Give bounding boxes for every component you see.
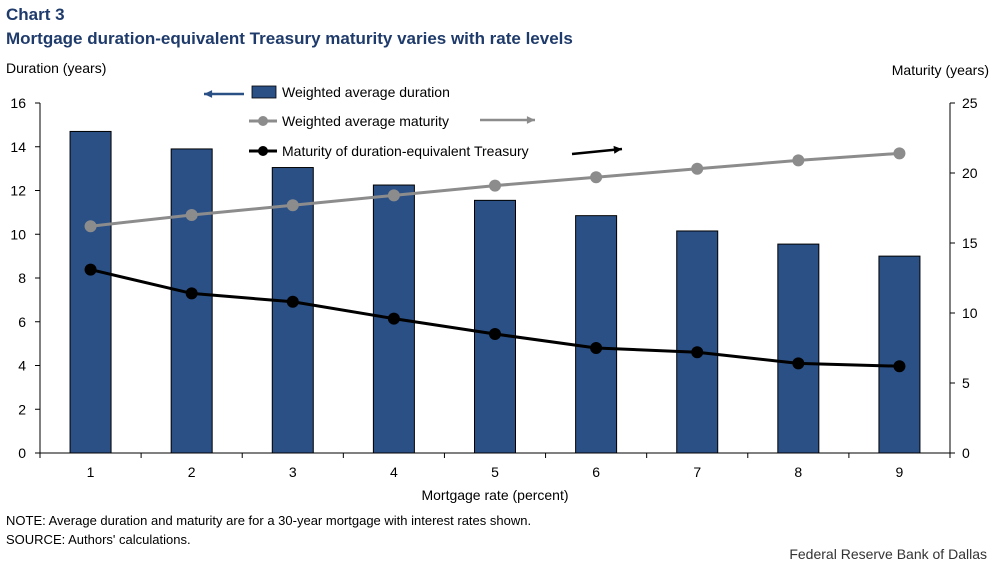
bar — [575, 215, 618, 454]
weighted-average-maturity-point — [387, 189, 400, 202]
duration-equivalent-treasury-point — [489, 328, 501, 340]
y-left-tick-label: 8 — [18, 270, 26, 286]
x-tick-label: 3 — [289, 464, 297, 480]
y-right-tick-label: 20 — [962, 165, 978, 181]
duration-equivalent-treasury-point — [286, 295, 299, 308]
legend-label-maturity: Weighted average maturity — [282, 113, 449, 129]
weighted-average-maturity-point — [185, 209, 198, 221]
y-right-tick-label: 5 — [962, 375, 970, 391]
weighted-average-maturity-point — [286, 199, 299, 212]
chart-title: Mortgage duration-equivalent Treasury ma… — [6, 29, 573, 48]
duration-equivalent-treasury-point — [185, 287, 198, 300]
y-left-tick-label: 0 — [18, 445, 26, 461]
x-tick-label: 2 — [188, 464, 196, 480]
duration-equivalent-treasury-point — [893, 360, 906, 373]
legend-label-duration: Weighted average duration — [282, 84, 450, 100]
y-right-tick-label: 10 — [962, 305, 978, 321]
bar — [474, 199, 516, 454]
chart-source: SOURCE: Authors' calculations. — [6, 532, 191, 547]
legend-maturity-swatch-dot — [258, 116, 268, 126]
y-right-tick-label: 25 — [962, 95, 978, 111]
legend-label-treasury: Maturity of duration-equivalent Treasury — [282, 143, 529, 159]
y-left-tick-label: 14 — [10, 139, 26, 155]
x-axis-label: Mortgage rate (percent) — [421, 487, 568, 503]
duration-equivalent-treasury-point — [590, 342, 603, 354]
legend-treasury-arrow-head — [613, 145, 622, 154]
x-tick-label: 7 — [693, 464, 701, 480]
bar — [271, 167, 314, 454]
bar — [170, 148, 213, 454]
y-left-tick-label: 12 — [10, 183, 26, 199]
y-axis-right-label: Maturity (years) — [891, 62, 989, 78]
weighted-average-maturity-point — [84, 220, 97, 233]
x-tick-label: 6 — [592, 464, 600, 480]
chart-note: NOTE: Average duration and maturity are … — [6, 513, 532, 528]
weighted-average-maturity-point — [489, 179, 501, 192]
x-tick-label: 9 — [896, 464, 904, 480]
y-right-tick-label: 0 — [962, 445, 970, 461]
bar — [878, 255, 921, 454]
y-left-tick-label: 2 — [18, 401, 26, 417]
bar — [69, 130, 112, 454]
duration-equivalent-treasury-point — [387, 312, 400, 325]
legend-treasury-swatch-dot — [258, 146, 268, 156]
legend-duration-arrow-head — [204, 90, 213, 98]
y-left-tick-label: 16 — [10, 95, 26, 111]
x-tick-label: 1 — [87, 464, 95, 480]
duration-equivalent-treasury-point — [792, 357, 805, 370]
x-tick-label: 5 — [491, 464, 499, 480]
duration-equivalent-treasury-point — [84, 263, 97, 276]
y-left-tick-label: 10 — [10, 226, 26, 242]
weighted-average-maturity-point — [893, 147, 906, 160]
legend-treasury-arrow-shaft — [571, 147, 623, 156]
bar — [777, 243, 820, 454]
x-tick-label: 4 — [390, 464, 398, 480]
y-left-tick-label: 6 — [18, 314, 26, 330]
weighted-average-maturity-point — [792, 154, 805, 167]
weighted-average-maturity-point — [590, 171, 603, 184]
chart-number: Chart 3 — [6, 5, 65, 24]
legend-maturity-arrow-head — [526, 116, 535, 124]
chart-credit: Federal Reserve Bank of Dallas — [789, 546, 987, 562]
weighted-average-maturity-point — [691, 162, 704, 175]
legend-bar-swatch — [251, 85, 277, 99]
y-left-tick-label: 4 — [18, 358, 26, 374]
y-axis-left-label: Duration (years) — [6, 60, 107, 76]
x-tick-label: 8 — [794, 464, 802, 480]
bar — [676, 230, 719, 454]
duration-equivalent-treasury-point — [691, 346, 704, 359]
y-right-tick-label: 15 — [962, 235, 978, 251]
